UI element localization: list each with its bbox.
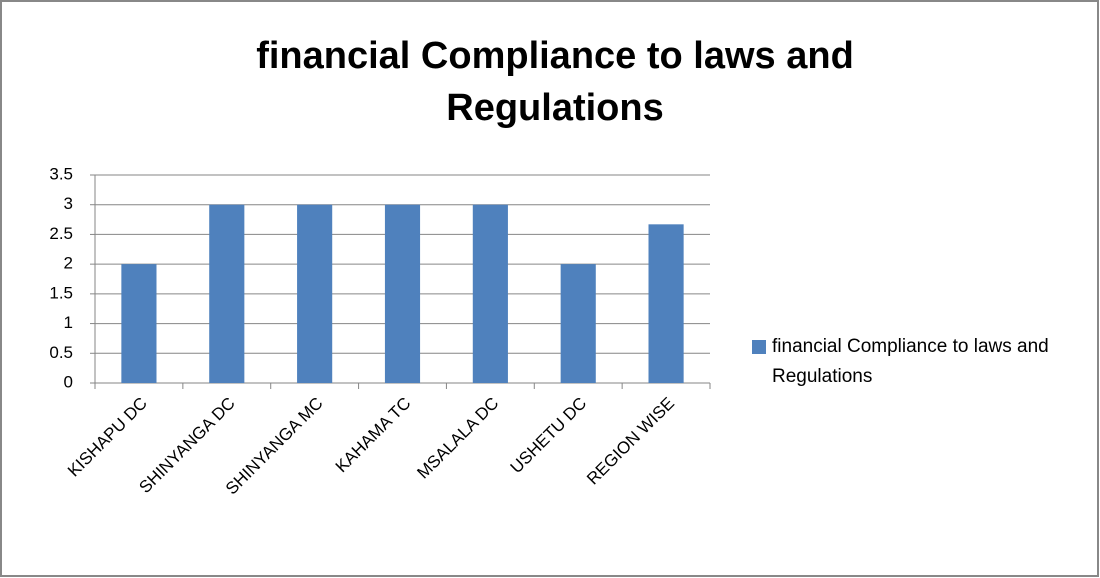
y-tick-label: 3 — [64, 194, 73, 213]
y-tick-label: 1 — [64, 313, 73, 332]
y-tick-label: 2.5 — [49, 224, 73, 243]
x-tick-label: USHETU DC — [507, 394, 591, 478]
y-tick-label: 0 — [64, 372, 73, 391]
chart-title: financial Compliance to laws and Regulat… — [256, 35, 854, 129]
bar — [121, 264, 157, 383]
x-tick-label: SHINYANGA DC — [135, 394, 238, 497]
x-tick-label: KISHAPU DC — [64, 394, 151, 481]
y-tick-label: 2 — [64, 254, 73, 273]
y-tick-label: 3.5 — [49, 164, 73, 183]
legend-label: financial Compliance to laws and Regulat… — [772, 336, 1049, 387]
y-tick-label: 1.5 — [49, 283, 73, 302]
x-tick-label: KAHAMA TC — [332, 394, 415, 477]
x-tick-label: SHINYANGA MC — [222, 394, 327, 499]
bar — [384, 204, 421, 383]
bar — [648, 224, 684, 383]
y-tick-label: 0.5 — [49, 343, 73, 362]
x-tick-label: REGION WISE — [583, 394, 678, 489]
x-tick-label: MSALALA DC — [413, 394, 502, 483]
bar — [560, 264, 596, 383]
bar — [472, 204, 508, 383]
bar — [297, 204, 333, 383]
legend-swatch — [752, 340, 766, 354]
bar — [209, 204, 245, 383]
